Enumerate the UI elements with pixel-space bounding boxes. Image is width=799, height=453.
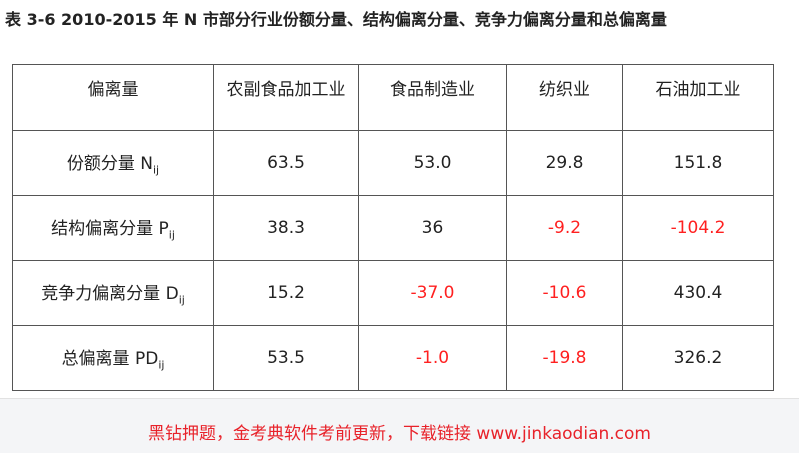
value-cell: 53.0: [358, 130, 507, 196]
row-label: 总偏离量 PDij: [12, 325, 214, 391]
value-cell: 53.5: [213, 325, 359, 391]
footer-text: 黑钻押题，金考典软件考前更新，下载链接 www.jinkaodian.com: [148, 424, 651, 444]
row-label: 竞争力偏离分量 Dij: [12, 260, 214, 326]
value-cell: -10.6: [506, 260, 623, 326]
row-label-text: 竞争力偏离分量 D: [41, 284, 179, 305]
value-cell: 36: [358, 195, 507, 261]
value-cell: 430.4: [622, 260, 774, 326]
header-row: 偏离量 农副食品加工业 食品制造业 纺织业 石油加工业: [12, 64, 774, 131]
value-cell: 63.5: [213, 130, 359, 196]
value-cell: -1.0: [358, 325, 507, 391]
data-row: 总偏离量 PDij 53.5 -1.0 -19.8 326.2: [12, 325, 774, 391]
value-cell: 38.3: [213, 195, 359, 261]
footer-bar: 黑钻押题，金考典软件考前更新，下载链接 www.jinkaodian.com: [0, 398, 799, 453]
value-cell: -104.2: [622, 195, 774, 261]
value-cell: -19.8: [506, 325, 623, 391]
data-row: 结构偏离分量 Pij 38.3 36 -9.2 -104.2: [12, 195, 774, 261]
header-cell: 偏离量: [12, 64, 214, 131]
row-label-text: 结构偏离分量 P: [51, 219, 169, 240]
value-cell: 326.2: [622, 325, 774, 391]
value-cell: 15.2: [213, 260, 359, 326]
row-label-subscript: ij: [168, 228, 175, 242]
value-cell: 151.8: [622, 130, 774, 196]
value-cell: -37.0: [358, 260, 507, 326]
row-label-subscript: ij: [153, 163, 160, 177]
row-label: 结构偏离分量 Pij: [12, 195, 214, 261]
header-cell: 纺织业: [506, 64, 623, 131]
row-label: 份额分量 Nij: [12, 130, 214, 196]
row-label-subscript: ij: [178, 293, 185, 307]
table-title: 表 3-6 2010-2015 年 N 市部分行业份额分量、结构偏离分量、竞争力…: [5, 10, 667, 29]
value-cell: 29.8: [506, 130, 623, 196]
header-cell: 农副食品加工业: [213, 64, 359, 131]
data-row: 竞争力偏离分量 Dij 15.2 -37.0 -10.6 430.4: [12, 260, 774, 326]
row-label-text: 总偏离量 PD: [61, 349, 159, 370]
row-label-subscript: ij: [158, 358, 165, 372]
header-cell: 食品制造业: [358, 64, 507, 131]
data-table: 偏离量 农副食品加工业 食品制造业 纺织业 石油加工业 份额分量 Nij 63.5 53.0 2…: [12, 64, 774, 391]
row-label-text: 份额分量 N: [66, 154, 153, 175]
data-row: 份额分量 Nij 63.5 53.0 29.8 151.8: [12, 130, 774, 196]
value-cell: -9.2: [506, 195, 623, 261]
header-cell: 石油加工业: [622, 64, 774, 131]
